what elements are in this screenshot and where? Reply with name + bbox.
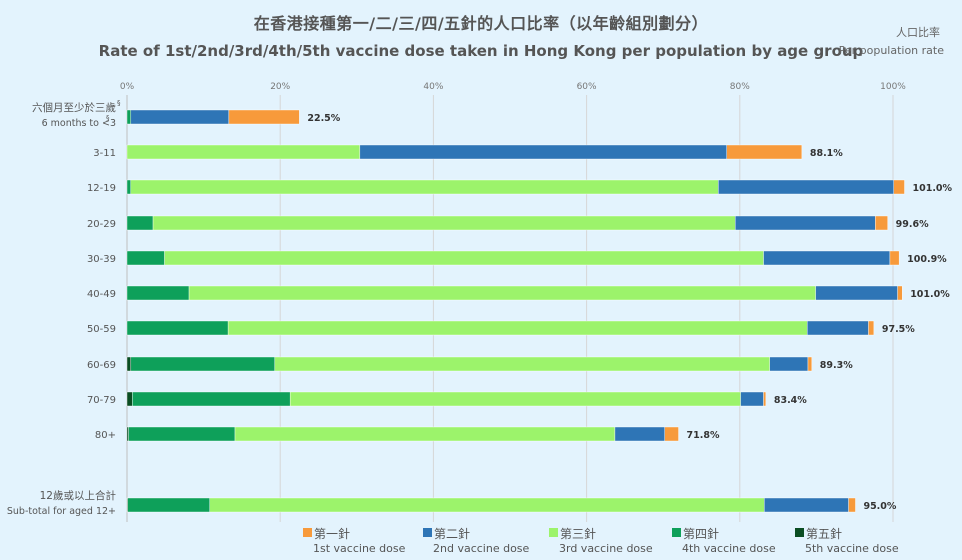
bar-segment-dose2 bbox=[718, 179, 894, 195]
category-label: 50-59 bbox=[87, 324, 116, 335]
category-label: 3-11 bbox=[93, 148, 116, 159]
category-label: 70-79 bbox=[87, 395, 116, 406]
legend-label-en: 4th vaccine dose bbox=[682, 542, 776, 555]
bar-segment-dose3 bbox=[126, 144, 361, 160]
legend-label-en: 1st vaccine dose bbox=[313, 542, 406, 555]
bar-segment-dose1 bbox=[763, 391, 767, 407]
bar-segment-dose5 bbox=[126, 391, 133, 407]
total-label: 101.0% bbox=[910, 289, 950, 300]
category-label-zh: 12歲或以上合計 bbox=[40, 489, 117, 502]
legend-swatch-dose5 bbox=[795, 528, 804, 537]
stacked-bar-chart: 0% 20% 40% 60% 80% 100%22.5%六個月至少於三歲 §6 months… bbox=[7, 82, 953, 522]
total-label: 95.0% bbox=[863, 501, 896, 512]
bar-segment-dose1 bbox=[807, 356, 813, 372]
legend-label-zh: 第二針 bbox=[434, 527, 471, 541]
x-tick-label: 100% bbox=[880, 82, 906, 92]
bar-segment-dose3 bbox=[227, 320, 808, 336]
bar-segment-dose1 bbox=[897, 285, 903, 301]
bar-segment-dose3 bbox=[164, 250, 764, 266]
total-label: 99.6% bbox=[896, 219, 929, 230]
legend-label-zh: 第一針 bbox=[314, 527, 351, 541]
chart-title-zh: 在香港接種第一/二/三/四/五針的人口比率（以年齡組別劃分） bbox=[253, 14, 709, 33]
total-label: 89.3% bbox=[820, 360, 853, 371]
bar-segment-dose1 bbox=[868, 320, 875, 336]
legend-label-zh: 第四針 bbox=[683, 527, 720, 541]
bar-segment-dose2 bbox=[130, 109, 230, 125]
bar-segment-dose3 bbox=[152, 215, 736, 231]
category-label: 30-39 bbox=[87, 254, 116, 265]
legend: 第一針 1st vaccine dose 第二針 2nd vaccine dos… bbox=[0, 525, 962, 560]
total-label: 83.4% bbox=[774, 395, 807, 406]
bar-segment-dose1 bbox=[228, 109, 300, 125]
bar-segment-dose4 bbox=[126, 250, 165, 266]
bar-segment-dose3 bbox=[274, 356, 770, 372]
legend-swatch-dose3 bbox=[549, 528, 558, 537]
bar-segment-dose3 bbox=[234, 426, 616, 442]
category-label: 20-29 bbox=[87, 219, 116, 230]
bar-segment-dose2 bbox=[359, 144, 727, 160]
bar-segment-dose3 bbox=[209, 497, 765, 513]
bar-segment-dose1 bbox=[875, 215, 888, 231]
bar-segment-dose2 bbox=[614, 426, 665, 442]
bar-segment-dose4 bbox=[126, 320, 229, 336]
legend-label-en: 5th vaccine dose bbox=[805, 542, 899, 555]
bar-segment-dose2 bbox=[764, 497, 849, 513]
bar-segment-dose4 bbox=[126, 109, 132, 125]
bar-segment-dose2 bbox=[807, 320, 869, 336]
x-tick-label: 40% bbox=[423, 82, 443, 92]
bar-segment-dose2 bbox=[763, 250, 891, 266]
bar-segment-dose3 bbox=[130, 179, 719, 195]
category-label: 60-69 bbox=[87, 360, 116, 371]
bar-segment-dose5 bbox=[126, 356, 132, 372]
category-label: 80+ bbox=[95, 430, 116, 441]
category-label: 12-19 bbox=[87, 183, 116, 194]
total-label: 101.0% bbox=[912, 183, 952, 194]
legend-swatch-dose1 bbox=[303, 528, 312, 537]
chart-title-en: Rate of 1st/2nd/3rd/4th/5th vaccine dose… bbox=[98, 42, 864, 60]
bar-segment-dose3 bbox=[188, 285, 816, 301]
footnote-marker: § bbox=[106, 114, 110, 122]
legend-swatch-dose2 bbox=[423, 528, 432, 537]
bar-segment-dose4 bbox=[132, 391, 291, 407]
footnote-marker: § bbox=[117, 99, 121, 107]
legend-label-en: 2nd vaccine dose bbox=[433, 542, 530, 555]
legend-label-en: 3rd vaccine dose bbox=[559, 542, 653, 555]
bar-segment-dose5 bbox=[126, 426, 129, 442]
total-label: 22.5% bbox=[307, 113, 340, 124]
bar-segment-dose1 bbox=[848, 497, 856, 513]
x-tick-label: 60% bbox=[577, 82, 597, 92]
legend-swatch-dose4 bbox=[672, 528, 681, 537]
total-label: 97.5% bbox=[882, 324, 915, 335]
bar-segment-dose2 bbox=[740, 391, 764, 407]
bar-segment-dose1 bbox=[893, 179, 905, 195]
total-label: 71.8% bbox=[687, 430, 720, 441]
bar-segment-dose4 bbox=[127, 497, 210, 513]
x-tick-label: 80% bbox=[730, 82, 750, 92]
bar-segment-dose1 bbox=[726, 144, 803, 160]
category-label: 40-49 bbox=[87, 289, 116, 300]
legend-label-zh: 第五針 bbox=[806, 527, 843, 541]
bar-segment-dose2 bbox=[815, 285, 898, 301]
bar-segment-dose2 bbox=[769, 356, 809, 372]
unit-label-en: Per population rate bbox=[838, 44, 944, 57]
bar-segment-dose4 bbox=[128, 426, 236, 442]
category-label-en: Sub-total for aged 12+ bbox=[7, 506, 116, 517]
bar-segment-dose1 bbox=[664, 426, 679, 442]
total-label: 88.1% bbox=[810, 148, 843, 159]
bar-segment-dose4 bbox=[130, 356, 276, 372]
category-label-zh: 六個月至少於三歲 bbox=[32, 101, 116, 114]
bar-segment-dose4 bbox=[126, 285, 190, 301]
category-label-en: 6 months to <3 bbox=[42, 118, 116, 129]
total-label: 100.9% bbox=[907, 254, 947, 265]
unit-label-zh: 人口比率 bbox=[896, 26, 940, 39]
bar-segment-dose1 bbox=[889, 250, 900, 266]
bar-segment-dose4 bbox=[126, 215, 154, 231]
legend-label-zh: 第三針 bbox=[560, 527, 597, 541]
bar-segment-dose4 bbox=[126, 179, 132, 195]
x-tick-label: 20% bbox=[270, 82, 290, 92]
bar-segment-dose2 bbox=[735, 215, 876, 231]
bar-segment-dose3 bbox=[289, 391, 741, 407]
x-tick-label: 0% bbox=[120, 82, 135, 92]
